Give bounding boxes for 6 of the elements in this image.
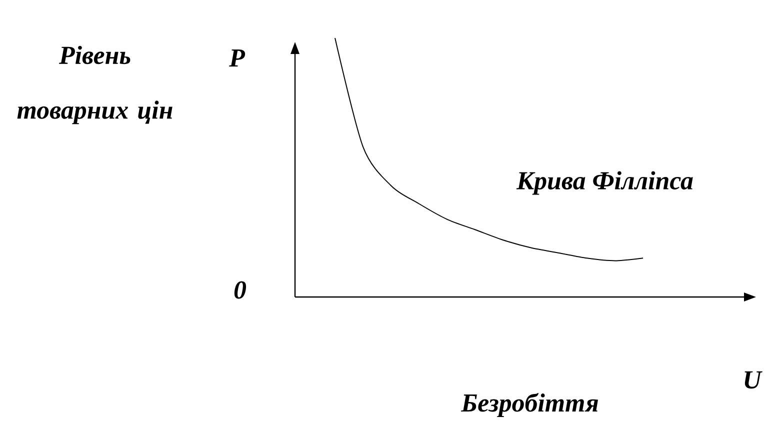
- text: Рівень товарних цін: [17, 46, 172, 124]
- x-axis-title: Безробіття: [460, 392, 598, 418]
- text: 0: [234, 281, 246, 299]
- annotation: Крива Філліпса: [516, 171, 693, 195]
- text: U: [744, 371, 762, 389]
- text: P: [229, 50, 246, 66]
